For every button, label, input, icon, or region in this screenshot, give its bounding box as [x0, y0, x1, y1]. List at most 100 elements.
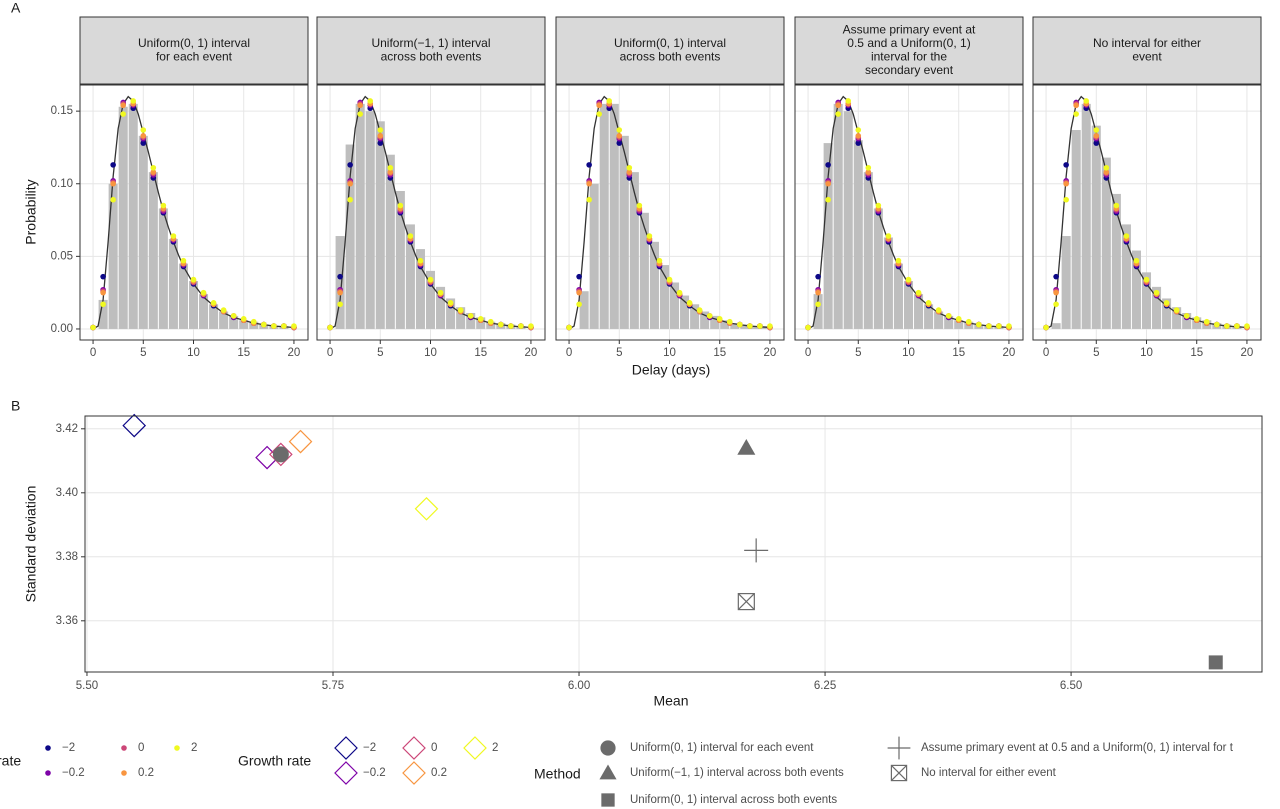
bar — [148, 172, 158, 329]
legend-label: Uniform(0, 1) interval across both event… — [630, 794, 837, 806]
bar — [629, 172, 639, 329]
point — [427, 276, 434, 283]
point — [417, 257, 424, 264]
point — [596, 111, 602, 117]
x-tick-label: 15 — [474, 347, 487, 359]
bar — [1091, 125, 1101, 329]
bar — [853, 140, 863, 329]
bar — [924, 304, 934, 329]
point — [576, 289, 582, 296]
x-tick-label: 0 — [805, 347, 811, 359]
legend-label: 2 — [492, 742, 498, 754]
point — [586, 196, 592, 203]
point — [965, 318, 972, 325]
point — [955, 315, 962, 322]
bar — [466, 312, 476, 329]
point — [122, 413, 147, 438]
point — [140, 133, 147, 139]
point — [1043, 324, 1049, 331]
point — [945, 313, 952, 319]
point — [357, 102, 363, 109]
point — [1063, 180, 1069, 187]
x-tick-label: 10 — [1140, 347, 1153, 359]
facet-title: Uniform(0, 1) interval — [138, 36, 250, 50]
y-tick-label: 0.05 — [51, 250, 73, 262]
point — [706, 313, 713, 319]
facet-title: across both events — [381, 49, 482, 63]
point — [110, 196, 116, 203]
x-tick-label: 15 — [713, 347, 726, 359]
x-tick-label: 10 — [424, 347, 437, 359]
point — [1093, 127, 1100, 133]
point — [220, 307, 227, 313]
legend-swatch — [600, 740, 616, 756]
marker — [601, 793, 615, 807]
point — [835, 111, 841, 117]
y-tick-label: 3.38 — [56, 551, 78, 563]
bar — [415, 249, 425, 329]
point — [272, 446, 289, 463]
legend-swatch — [601, 793, 615, 807]
panel-label: A — [11, 0, 21, 16]
point — [337, 301, 343, 308]
point — [337, 273, 343, 280]
panel-border — [555, 84, 785, 341]
point — [616, 140, 623, 146]
bar — [138, 135, 148, 329]
legend-swatch — [334, 736, 358, 760]
point — [1053, 301, 1059, 308]
point — [250, 318, 257, 325]
point — [885, 233, 892, 239]
x-tick-label: 15 — [1190, 347, 1203, 359]
x-tick-label: 20 — [288, 347, 301, 359]
bar — [229, 315, 239, 329]
point — [100, 289, 106, 296]
legend-swatch — [402, 761, 426, 785]
point — [200, 289, 207, 296]
panel-label: B — [11, 398, 20, 414]
legend-swatch — [121, 770, 127, 776]
point — [387, 164, 394, 171]
facet-title: event — [1132, 49, 1162, 63]
facet-title: secondary event — [865, 63, 954, 77]
point — [437, 289, 444, 296]
marker — [890, 764, 908, 782]
bar — [579, 291, 589, 329]
bar — [599, 103, 609, 329]
x-tick-label: 5.50 — [76, 680, 98, 692]
point — [646, 233, 653, 239]
bar — [710, 315, 720, 329]
point — [825, 162, 831, 168]
point — [616, 127, 623, 133]
y-axis-label: Standard deviation — [23, 486, 39, 603]
x-axis-label: Delay (days) — [632, 362, 711, 378]
x-tick-label: 10 — [902, 347, 915, 359]
marker — [600, 740, 616, 756]
marker — [737, 439, 756, 455]
point — [1053, 289, 1059, 296]
y-axis-label: Probability — [23, 179, 39, 244]
legend-label: 0 — [431, 742, 437, 754]
legend-label: −2 — [363, 742, 376, 754]
marker — [1208, 655, 1223, 670]
point — [825, 196, 831, 203]
bar — [863, 172, 873, 329]
point — [737, 439, 756, 455]
point — [1123, 233, 1130, 239]
x-tick-label: 6.00 — [568, 680, 590, 692]
point — [855, 140, 862, 146]
point — [855, 127, 862, 133]
point — [636, 202, 643, 209]
legend-label: Uniform(−1, 1) interval across both even… — [630, 767, 844, 779]
point — [120, 102, 126, 109]
bar — [199, 294, 209, 329]
bar — [1141, 272, 1152, 329]
point — [1143, 276, 1150, 283]
point — [1006, 323, 1012, 329]
point — [666, 276, 673, 283]
x-tick-label: 15 — [952, 347, 965, 359]
point — [747, 323, 753, 329]
point — [487, 318, 494, 325]
x-tick-label: 20 — [764, 347, 777, 359]
